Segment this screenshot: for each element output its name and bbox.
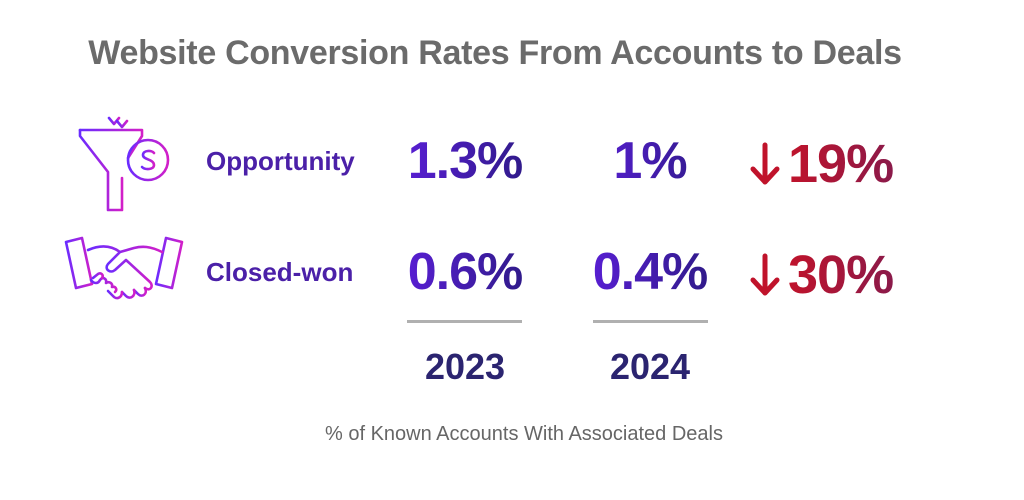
row-label-closed-won: Closed-won (206, 257, 354, 287)
year-label-2023: 2023 (424, 346, 506, 387)
down-arrow-icon (750, 142, 780, 185)
divider-2024 (593, 320, 708, 323)
handshake-icon (64, 236, 184, 300)
change-value: 19% (788, 134, 894, 194)
page-title: Website Conversion Rates From Accounts t… (88, 34, 902, 72)
value-closed-won-2023: 0.6% (400, 246, 530, 298)
value-closed-won-2024: 0.4% (585, 246, 715, 298)
year-label-2024: 2024 (609, 346, 691, 387)
footnote: % of Known Accounts With Associated Deal… (325, 423, 723, 445)
change-value: 30% (788, 245, 894, 305)
change-closed-won: 30% (748, 245, 894, 305)
funnel-dollar-icon (78, 100, 170, 212)
down-arrow-icon (750, 253, 780, 296)
value-opportunity-2024: 1% (585, 135, 715, 187)
divider-2023 (407, 320, 522, 323)
value-opportunity-2023: 1.3% (400, 135, 530, 187)
change-opportunity: 19% (748, 134, 894, 194)
row-label-opportunity: Opportunity (206, 146, 355, 176)
